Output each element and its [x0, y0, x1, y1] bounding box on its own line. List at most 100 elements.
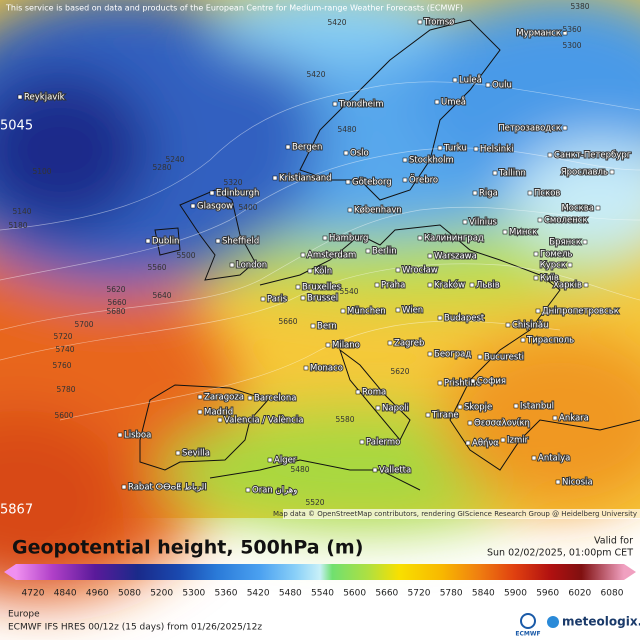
brand-icon — [547, 616, 559, 628]
contour-label: 5660 — [278, 317, 297, 326]
colorbar-label: 5540 — [311, 589, 334, 599]
city-label: Oslo — [350, 149, 369, 159]
city-marker — [533, 275, 539, 281]
city-marker — [425, 412, 431, 418]
city-label: Ярославль — [561, 168, 608, 178]
contour-label: 5520 — [305, 498, 324, 507]
city-marker — [190, 203, 196, 209]
city-label: Sheffield — [222, 237, 259, 247]
city-label: Tromsø — [423, 18, 454, 28]
city-label: Berlin — [372, 247, 397, 257]
city-marker — [310, 323, 316, 329]
contour-label: 5360 — [562, 25, 581, 34]
contour-label: 5100 — [32, 167, 51, 176]
city-marker — [472, 190, 478, 196]
city-marker — [427, 351, 433, 357]
city-marker — [531, 455, 537, 461]
city-label: Palermo — [366, 438, 400, 448]
contour-label: 5540 — [339, 287, 358, 296]
city-marker — [355, 389, 361, 395]
colorbar-label: 5300 — [182, 589, 205, 599]
city-marker — [197, 394, 203, 400]
ecmwf-icon — [520, 613, 536, 629]
city-marker — [469, 282, 475, 288]
city-marker — [343, 150, 349, 156]
city-marker — [229, 262, 235, 268]
city-marker — [417, 19, 423, 25]
colorbar-label: 5900 — [504, 589, 527, 599]
city-marker — [197, 409, 203, 415]
contour-label: 5320 — [223, 178, 242, 187]
contour-label: 5380 — [570, 2, 589, 11]
city-label: Alger — [274, 456, 297, 466]
attribution: Map data © OpenStreetMap contributors, r… — [273, 510, 637, 518]
city-marker — [215, 238, 221, 244]
city-label: Αθήνα — [472, 439, 499, 449]
contour-label: 5700 — [74, 320, 93, 329]
city-marker — [520, 337, 526, 343]
city-label: Riga — [479, 189, 498, 199]
colorbar-label: 4960 — [86, 589, 109, 599]
city-label: München — [347, 307, 386, 317]
city-marker — [582, 239, 588, 245]
city-label: Praha — [381, 281, 405, 291]
city-marker — [437, 380, 443, 386]
valid-label: Valid for — [594, 536, 633, 547]
city-label: Мурманск — [516, 29, 561, 39]
city-marker — [527, 190, 533, 196]
city-label: Valencia / València — [224, 415, 303, 426]
colorbar — [16, 564, 624, 580]
city-label: Helsinki — [480, 145, 513, 155]
city-marker — [145, 238, 151, 244]
city-marker — [583, 282, 589, 288]
city-marker — [332, 101, 338, 107]
city-label: Reykjavík — [24, 93, 65, 103]
colorbar-arrow-right — [624, 564, 636, 580]
city-label: Bergen — [292, 143, 322, 153]
city-label: Bern — [317, 322, 337, 332]
city-marker — [217, 417, 223, 423]
city-marker — [533, 251, 539, 257]
contour-label: 5480 — [337, 125, 356, 134]
city-label: Tallinn — [498, 169, 526, 179]
city-label: København — [354, 206, 402, 216]
city-marker — [300, 252, 306, 258]
region: Europe — [8, 610, 40, 620]
colorbar-label: 5660 — [375, 589, 398, 599]
city-marker — [457, 404, 463, 410]
city-label: Umeå — [441, 97, 466, 108]
attribution-bg — [283, 509, 640, 519]
city-marker — [303, 365, 309, 371]
brand: meteologix.com — [562, 615, 640, 629]
city-marker — [285, 144, 291, 150]
city-marker — [260, 296, 266, 302]
contour-label: 5560 — [147, 263, 166, 272]
city-marker — [375, 405, 381, 411]
city-label: Göteborg — [352, 178, 392, 188]
city-marker — [462, 219, 468, 225]
city-marker — [267, 457, 273, 463]
title: Geopotential height, 500hPa (m) — [12, 537, 363, 559]
map — [0, 0, 640, 600]
city-label: Bruxelles — [302, 283, 342, 293]
city-label: Stockholm — [409, 156, 454, 166]
city-marker — [434, 99, 440, 105]
colorbar-label: 5480 — [279, 589, 302, 599]
header-note: This service is based on data and produc… — [5, 4, 463, 13]
city-label: София — [477, 377, 506, 387]
contour-label: 5420 — [306, 70, 325, 79]
city-label: Брянск — [549, 238, 581, 248]
city-label: Oran وهران — [252, 486, 297, 496]
colorbar-label: 5200 — [150, 589, 173, 599]
city-label: Glasgow — [197, 202, 233, 212]
city-marker — [437, 145, 443, 151]
city-label: Vilnius — [469, 218, 497, 228]
city-marker — [502, 229, 508, 235]
city-label: Istanbul — [520, 402, 554, 412]
city-marker — [562, 125, 568, 131]
colorbar-label: 5960 — [536, 589, 559, 599]
contour-label: 5400 — [238, 203, 257, 212]
city-label: Köln — [314, 267, 332, 277]
city-label: Москва — [561, 204, 594, 214]
city-marker — [175, 450, 181, 456]
